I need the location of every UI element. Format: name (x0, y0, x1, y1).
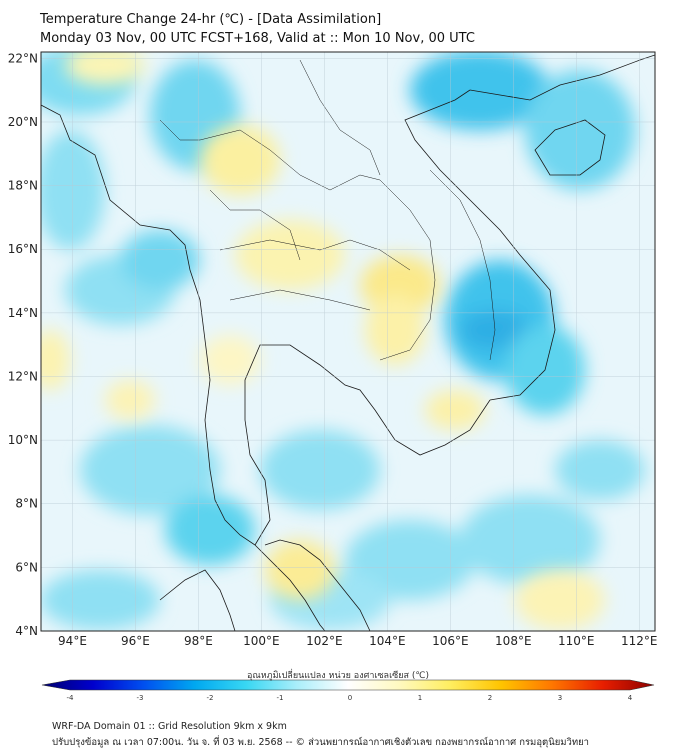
colorbar-tick-label: 3 (558, 694, 562, 700)
admin-border (299, 59, 381, 176)
lon-tick-label: 106°E (432, 634, 469, 648)
lon-tick-label: 110°E (558, 634, 595, 648)
colorbar-tick-label: 4 (628, 694, 633, 700)
lon-tick-label: 98°E (184, 634, 213, 648)
borders (41, 54, 655, 631)
admin-border (209, 189, 301, 261)
coastline (469, 54, 655, 101)
coastline (244, 344, 491, 546)
lat-tick-label: 6°N (15, 560, 38, 574)
admin-border (429, 169, 496, 361)
temperature-map: 22°N 20°N 18°N 16°N 14°N 12°N 10°N 8°N 6°N 4°N 94… (8, 51, 658, 700)
colorbar-bar (41, 679, 655, 691)
coastline (264, 539, 371, 631)
colorbar: -4 -3 -2 -1 0 1 2 3 4 (41, 679, 655, 700)
lon-tick-label: 96°E (121, 634, 150, 648)
colorbar-tick-label: -2 (207, 694, 214, 700)
coastline (254, 544, 326, 631)
lon-tick-label: 112°E (621, 634, 658, 648)
map-field (41, 52, 655, 631)
colorbar-tick-label: -1 (277, 694, 284, 700)
lon-tick-label: 108°E (495, 634, 532, 648)
map-frame (40, 51, 656, 632)
coastline (41, 104, 256, 546)
lat-tick-label: 20°N (8, 115, 38, 129)
colorbar-tick-label: -3 (137, 694, 144, 700)
longitude-axis: 94°E 96°E 98°E 100°E 102°E 104°E 106°E 108°E 110… (58, 634, 657, 648)
colorbar-title: อุณหภูมิเปลี่ยนแปลง หน่วย องศาเซลเซียส (… (246, 671, 430, 681)
latitude-axis: 22°N 20°N 18°N 16°N 14°N 12°N 10°N 8°N 6°N 4°N (8, 51, 38, 638)
coastline (404, 89, 556, 401)
lon-tick-label: 100°E (243, 634, 280, 648)
admin-border (199, 129, 436, 361)
coastline (159, 569, 236, 631)
lat-tick-label: 8°N (15, 497, 38, 511)
chart-subtitle: Monday 03 Nov, 00 UTC FCST+168, Valid at… (40, 31, 475, 46)
lon-tick-label: 102°E (306, 634, 343, 648)
gridlines (41, 52, 655, 632)
footer-model-info: WRF-DA Domain 01 :: Grid Resolution 9km … (52, 721, 287, 732)
lon-tick-label: 104°E (369, 634, 406, 648)
admin-border (159, 119, 200, 141)
lat-tick-label: 22°N (8, 51, 38, 65)
lat-tick-label: 14°N (8, 306, 38, 320)
coastline (534, 119, 606, 176)
cool-anomaly-areas (41, 52, 645, 630)
lat-tick-label: 16°N (8, 242, 38, 256)
footer-credits: ปรับปรุงข้อมูล ณ เวลา 07:00น. วัน จ. ที่… (52, 737, 590, 748)
lon-tick-label: 94°E (58, 634, 87, 648)
colorbar-tick-label: 1 (418, 694, 422, 700)
lat-tick-label: 4°N (15, 624, 38, 638)
colorbar-tick-label: 0 (348, 694, 352, 700)
colorbar-tick-label: -4 (67, 694, 75, 700)
lat-tick-label: 18°N (8, 179, 38, 193)
warm-anomaly-areas (41, 52, 605, 630)
admin-border (219, 239, 411, 271)
chart-title: Temperature Change 24-hr (℃) - [Data Ass… (40, 12, 382, 27)
lat-tick-label: 10°N (8, 433, 38, 447)
colorbar-ticks: -4 -3 -2 -1 0 1 2 3 4 (67, 694, 633, 700)
admin-border (229, 289, 371, 311)
colorbar-tick-label: 2 (488, 694, 492, 700)
lat-tick-label: 12°N (8, 369, 38, 383)
